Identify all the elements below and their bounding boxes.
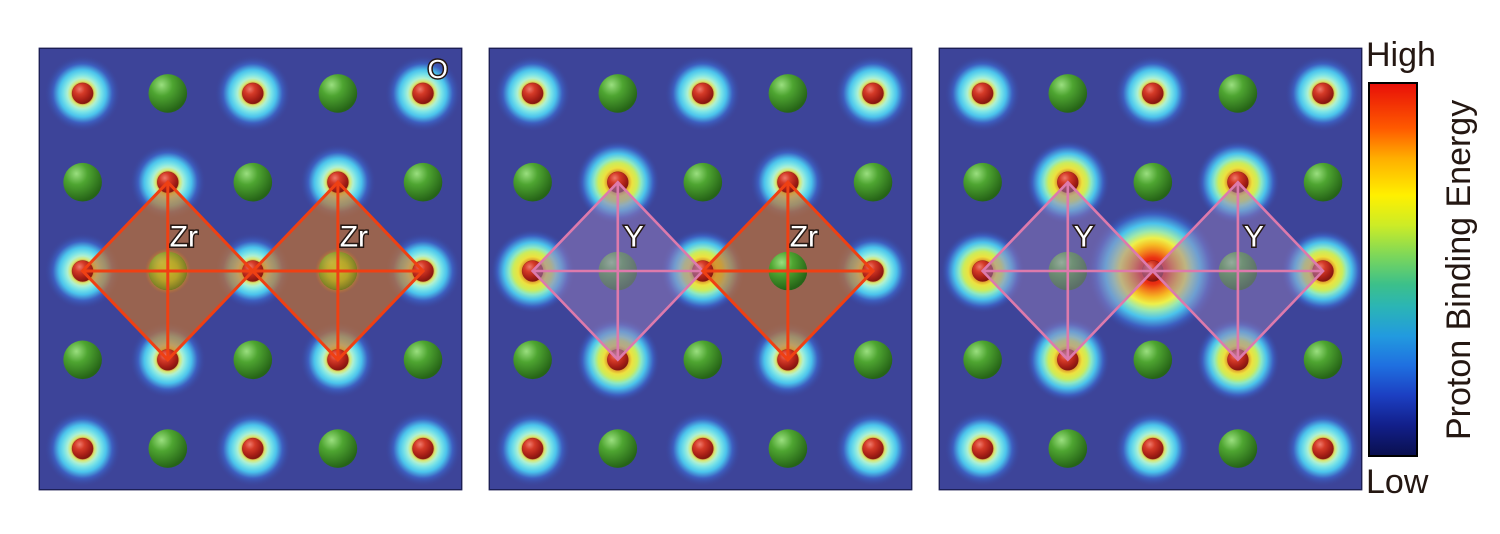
svg-text:Zr: Zr [340, 221, 368, 254]
svg-text:Y: Y [1074, 221, 1094, 254]
svg-text:Zr: Zr [790, 221, 818, 254]
svg-text:Y: Y [624, 221, 644, 254]
svg-text:O: O [428, 54, 448, 84]
svg-text:Zr: Zr [170, 221, 198, 254]
svg-text:Y: Y [1244, 221, 1264, 254]
